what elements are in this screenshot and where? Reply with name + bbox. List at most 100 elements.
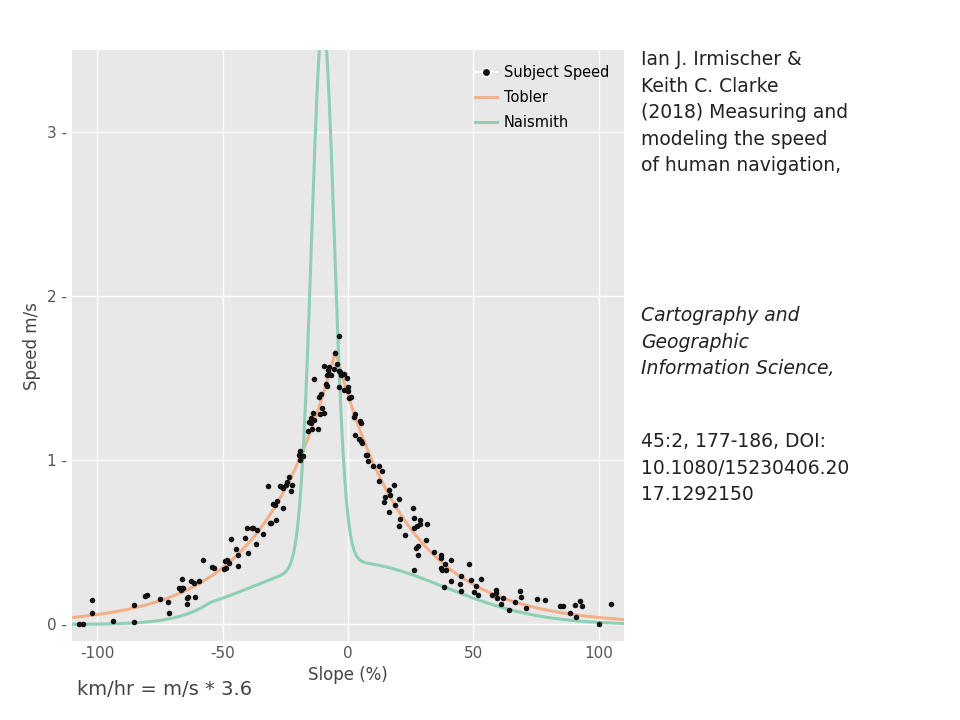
Point	[377, 492, 393, 503]
Point	[358, 449, 373, 461]
Point	[191, 575, 206, 587]
Point	[278, 479, 294, 490]
Point	[183, 575, 199, 586]
Point	[371, 460, 386, 472]
Point	[206, 562, 222, 574]
Point	[354, 437, 370, 449]
Point	[176, 582, 191, 594]
Point	[105, 616, 120, 627]
Point	[270, 495, 285, 506]
Text: 45:2, 177-186, DOI:
10.1080/15230406.20
17.1292150: 45:2, 177-186, DOI: 10.1080/15230406.20 …	[641, 432, 850, 504]
Point	[331, 330, 347, 342]
Point	[137, 590, 153, 602]
Point	[413, 518, 428, 530]
Point	[437, 581, 452, 593]
Point	[361, 455, 376, 467]
Point	[218, 562, 233, 574]
Point	[463, 574, 478, 585]
Point	[562, 607, 577, 618]
Point	[250, 524, 265, 536]
Point	[319, 369, 334, 381]
Point	[196, 554, 211, 566]
Point	[180, 593, 195, 604]
Point	[406, 564, 421, 576]
Point	[139, 590, 155, 601]
Point	[336, 369, 351, 380]
Point	[260, 480, 276, 492]
Point	[495, 593, 511, 604]
Point	[255, 528, 271, 540]
Point	[348, 429, 363, 441]
Point	[492, 598, 508, 610]
Text: Cartography and
Geographic
Information Science,: Cartography and Geographic Information S…	[641, 306, 835, 378]
Point	[187, 591, 203, 603]
Point	[245, 522, 260, 534]
Point	[246, 523, 261, 534]
Point	[374, 465, 390, 477]
Point	[360, 449, 375, 461]
Point	[348, 408, 363, 420]
Point	[344, 391, 359, 402]
Point	[453, 585, 468, 597]
Point	[366, 461, 381, 472]
Point	[470, 589, 486, 600]
Point	[468, 580, 484, 592]
Point	[300, 426, 316, 437]
Point	[326, 363, 342, 374]
Point	[452, 577, 468, 589]
Point	[314, 389, 329, 400]
Point	[419, 534, 434, 545]
Point	[160, 596, 176, 608]
Point	[568, 611, 584, 623]
Point	[410, 541, 425, 552]
Point	[301, 415, 317, 427]
Point	[382, 506, 397, 518]
Point	[333, 369, 348, 380]
Text: Ian J. Irmischer &
Keith C. Clarke
(2018) Measuring and
modeling the speed
of hu: Ian J. Irmischer & Keith C. Clarke (2018…	[641, 50, 849, 176]
Point	[376, 497, 392, 508]
Point	[275, 481, 290, 492]
Point	[174, 582, 189, 594]
Point	[230, 549, 246, 561]
Point	[420, 518, 435, 530]
Point	[321, 361, 336, 373]
Point	[434, 562, 449, 574]
Point	[281, 471, 297, 482]
Point	[462, 558, 477, 570]
Point	[604, 598, 619, 609]
Point	[341, 381, 356, 392]
Point	[293, 454, 308, 466]
Point	[272, 480, 287, 492]
Point	[221, 557, 236, 568]
Point	[317, 408, 332, 419]
Point	[275, 503, 290, 514]
Point	[262, 518, 277, 529]
Point	[556, 600, 571, 611]
Point	[406, 512, 421, 523]
Point	[327, 347, 343, 359]
Point	[339, 372, 354, 384]
Point	[439, 564, 454, 576]
Point	[224, 533, 239, 544]
Point	[127, 599, 142, 611]
Point	[265, 498, 280, 510]
Point	[248, 539, 263, 550]
Point	[331, 365, 347, 377]
Point	[406, 522, 421, 534]
Point	[291, 449, 306, 461]
Point	[127, 616, 142, 628]
Point	[393, 513, 408, 525]
Point	[426, 546, 442, 558]
Point	[409, 542, 424, 554]
Point	[530, 594, 545, 606]
Point	[303, 412, 319, 423]
Point	[538, 595, 553, 606]
Point	[382, 490, 397, 501]
Point	[317, 361, 332, 372]
Point	[437, 558, 452, 570]
Point	[241, 547, 256, 559]
X-axis label: Slope (%): Slope (%)	[308, 666, 388, 684]
Point	[489, 585, 504, 596]
Point	[152, 593, 167, 605]
Point	[434, 552, 449, 564]
